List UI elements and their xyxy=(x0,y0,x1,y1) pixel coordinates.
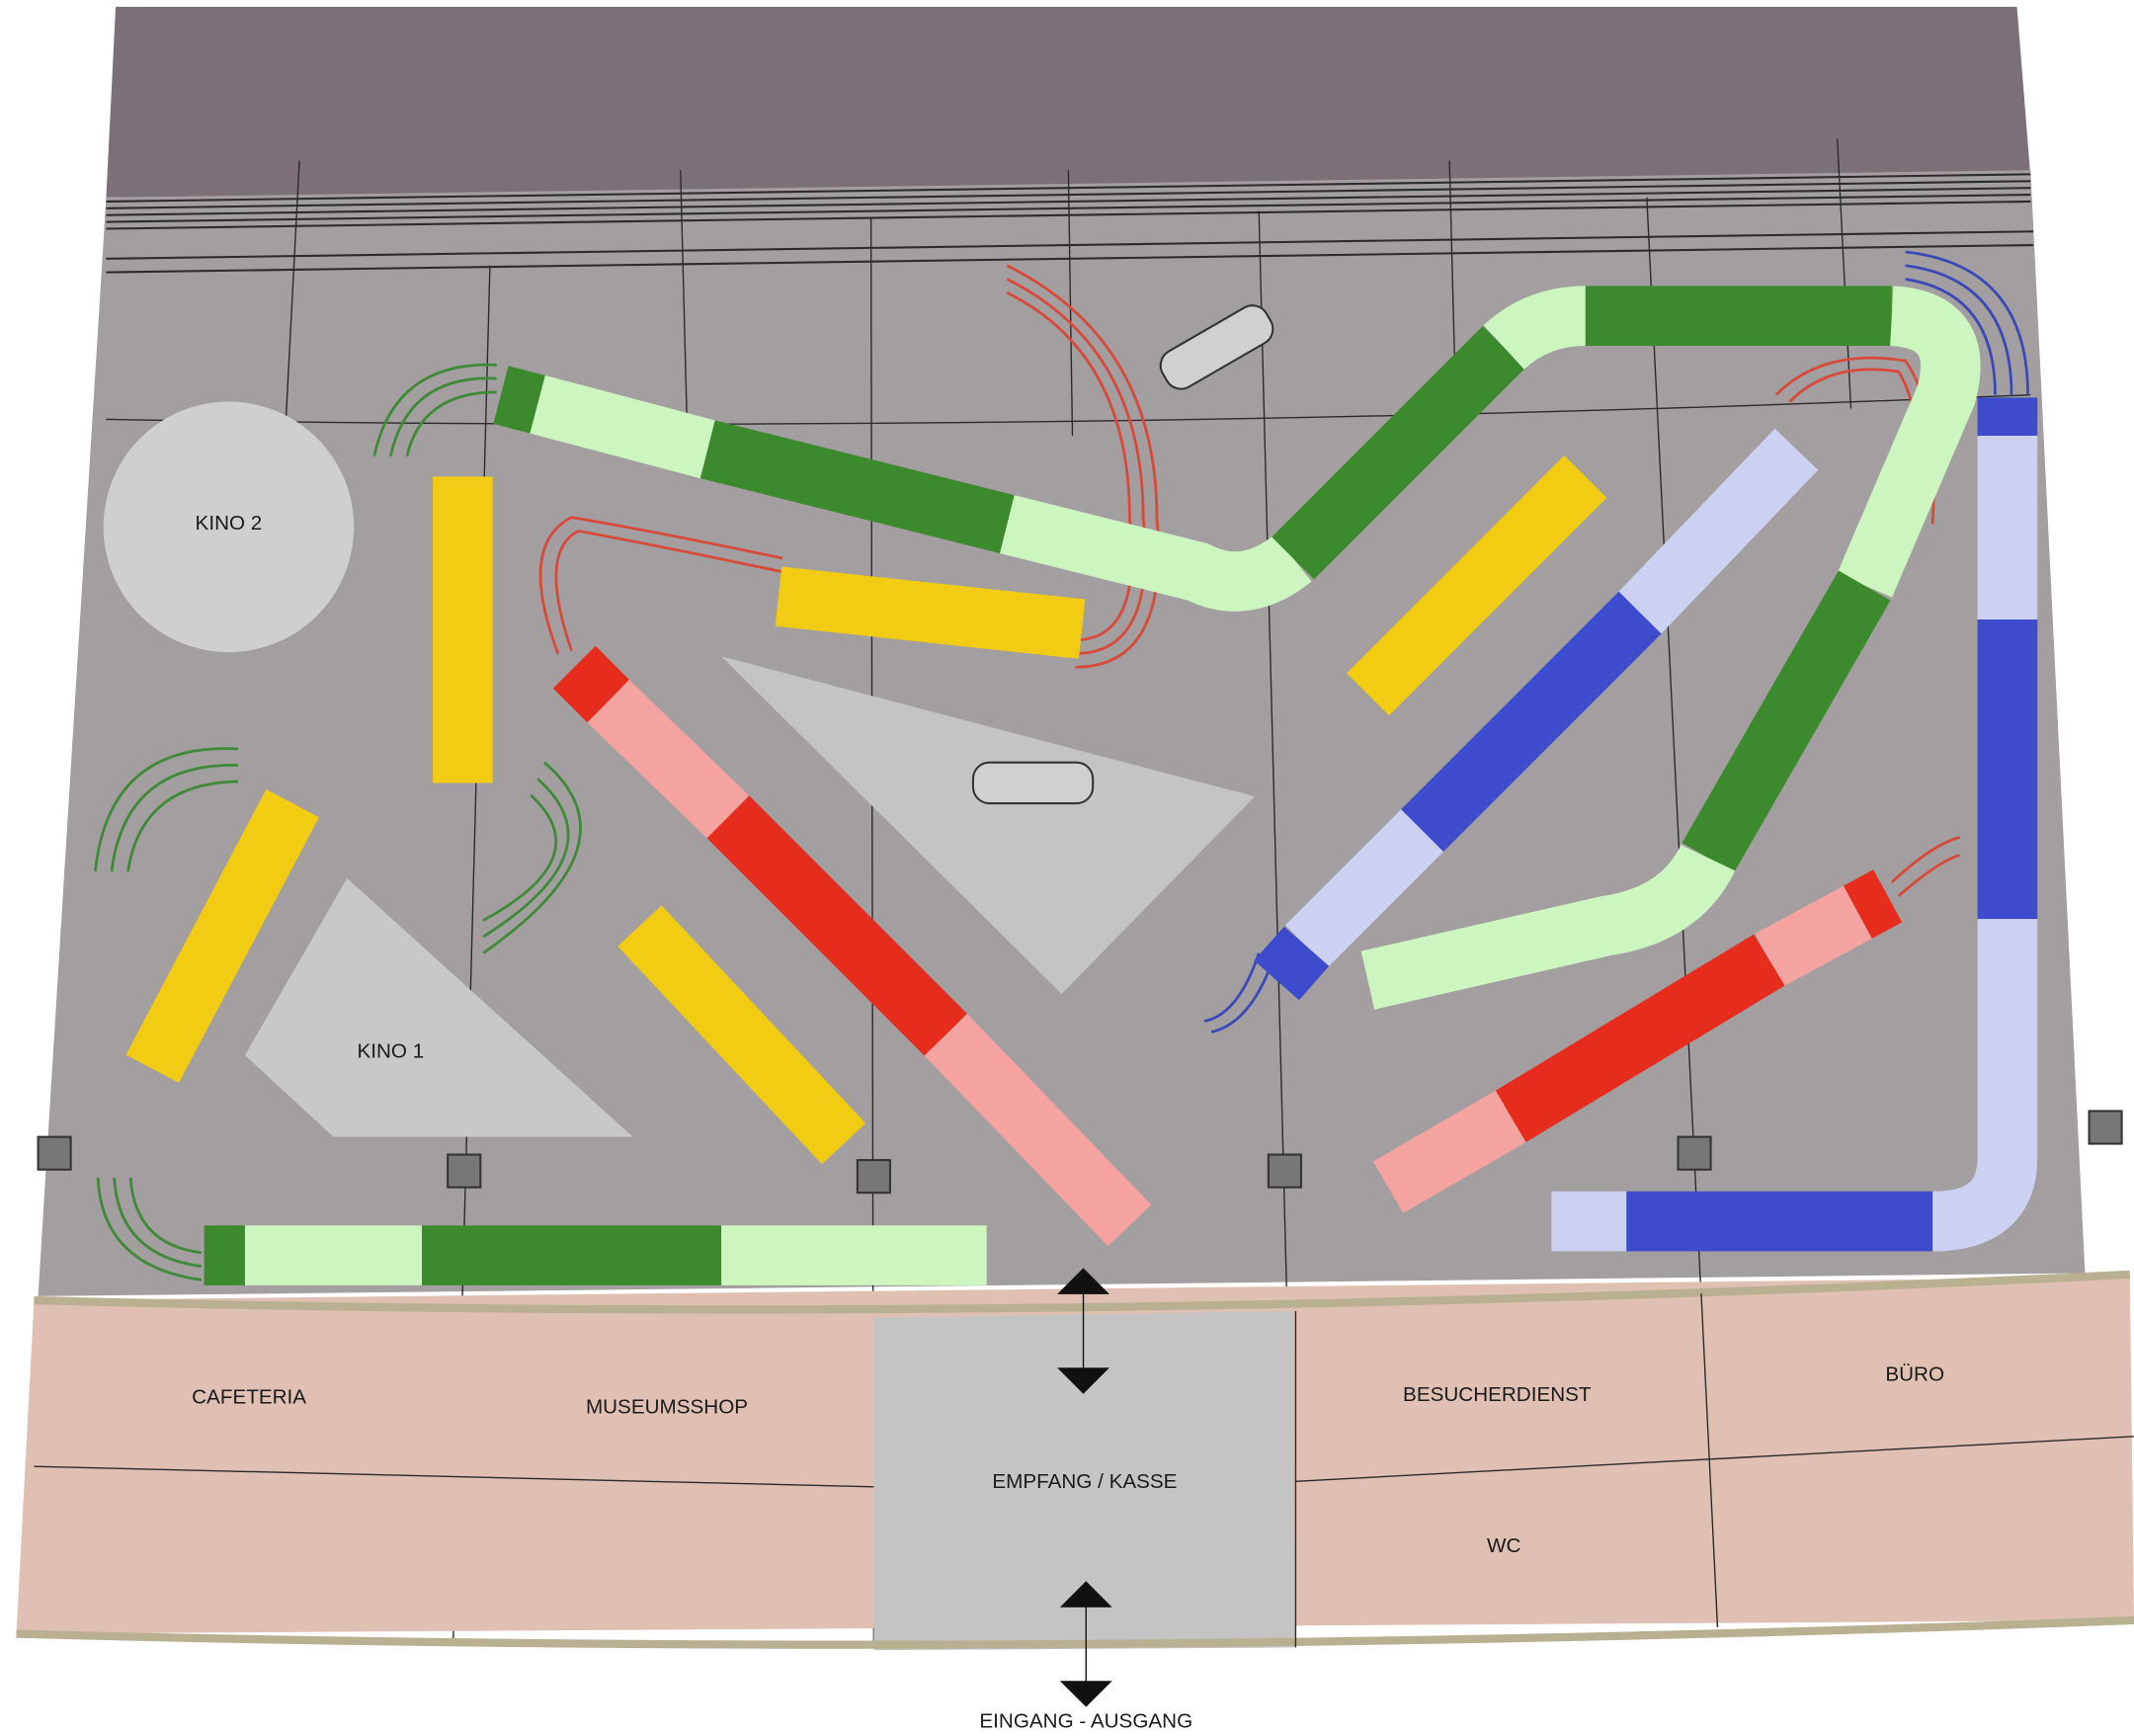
exhibit-bars xyxy=(125,286,2038,1285)
entrance-arrows xyxy=(1057,1268,1112,1707)
green-bar xyxy=(1837,286,1981,598)
green-bar xyxy=(1360,844,1736,1010)
yellow-bar xyxy=(617,905,866,1165)
room-label: BÜRO xyxy=(1885,1363,1944,1385)
room-label: MUSEUMSSHOP xyxy=(586,1395,748,1418)
blue-bar xyxy=(1401,591,1662,853)
columns xyxy=(37,1110,2123,1195)
yellow-bar xyxy=(125,788,319,1083)
red-bar xyxy=(1755,885,1872,987)
room-label: BESUCHERDIENST xyxy=(1403,1383,1592,1406)
yellow-bar xyxy=(1347,455,1607,716)
green-bar xyxy=(1272,325,1525,580)
green-bar xyxy=(493,366,545,434)
red-bar xyxy=(924,1014,1152,1247)
green-bar xyxy=(530,374,716,479)
cinema-2-area xyxy=(103,401,355,653)
reception-area xyxy=(873,1311,1296,1651)
green-bar xyxy=(699,420,1015,553)
cinema-label: KINO 2 xyxy=(196,512,263,535)
cinema-1-area xyxy=(244,877,633,1137)
entrance-label: EINGANG - AUSGANG xyxy=(979,1710,1192,1733)
room-dividers xyxy=(34,1293,2134,1648)
room-label: CAFETERIA xyxy=(192,1386,306,1409)
red-bar xyxy=(1495,934,1785,1142)
red-bar xyxy=(587,679,750,839)
room-label: EMPFANG / KASSE xyxy=(992,1470,1177,1493)
blue-bar xyxy=(1254,926,1330,1001)
cinema-label: KINO 1 xyxy=(357,1040,424,1063)
exhibition-floor xyxy=(38,170,2086,1296)
blue-bar xyxy=(1285,809,1443,968)
green-bar xyxy=(1483,286,1587,371)
red-bar xyxy=(1843,869,1903,939)
outside-area xyxy=(106,6,2031,198)
red-bar xyxy=(552,645,630,723)
open-area xyxy=(721,656,1256,994)
green-bar xyxy=(1000,495,1312,612)
room-label: WC xyxy=(1487,1534,1520,1557)
track-arcs-red xyxy=(538,264,1961,897)
walls xyxy=(16,1270,2134,1649)
red-bar xyxy=(706,795,967,1056)
track-arcs-green xyxy=(94,363,582,1281)
green-bar xyxy=(1682,570,1891,873)
blue-bar xyxy=(1618,428,1819,634)
blue-bar xyxy=(1931,919,2038,1252)
cars xyxy=(971,304,1274,805)
yellow-bar xyxy=(775,566,1086,659)
red-bar xyxy=(1372,1090,1526,1213)
track-arcs-blue xyxy=(1203,250,2029,1033)
